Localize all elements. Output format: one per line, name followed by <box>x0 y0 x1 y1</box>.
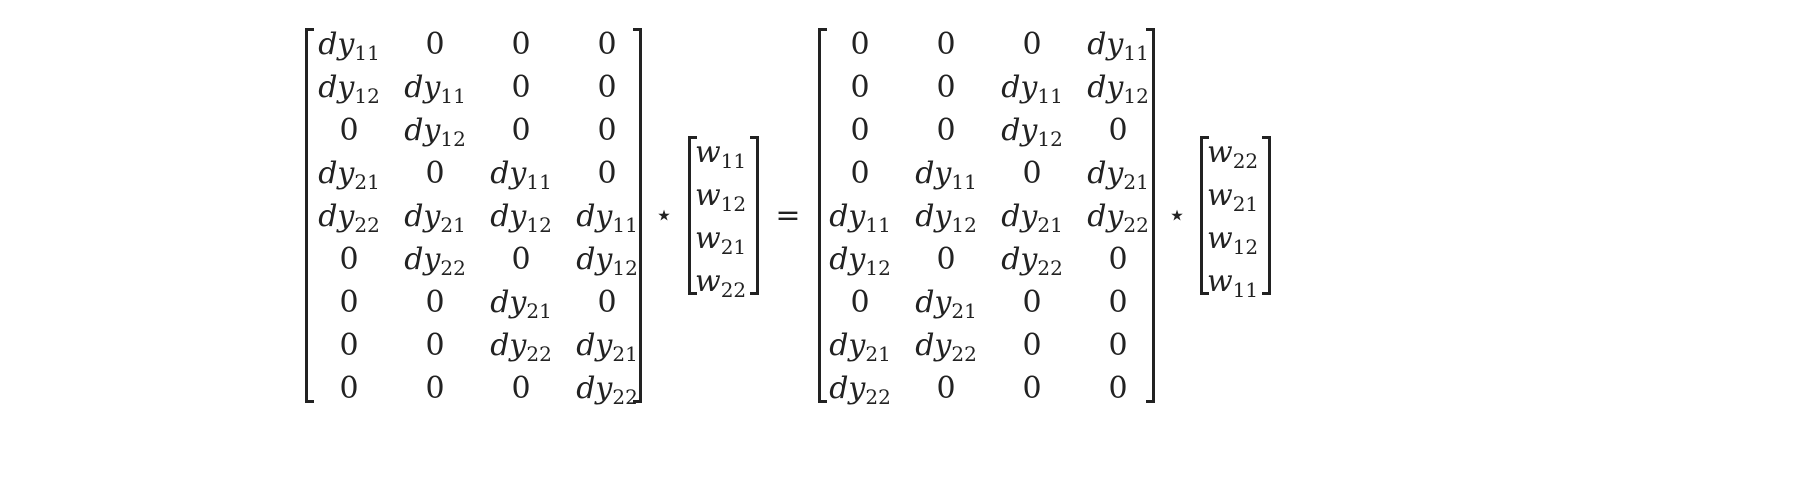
matrix-cell: 0 <box>1022 156 1042 191</box>
matrix-cell: dy11 <box>404 70 466 108</box>
matrix-cell: dy22 <box>829 371 891 409</box>
matrix-cell: 0 <box>339 242 359 277</box>
matrix-cell: dy21 <box>576 328 638 366</box>
matrix-cell: 0 <box>425 328 445 363</box>
right-bracket <box>1146 28 1155 403</box>
matrix-cell: 0 <box>1108 113 1128 148</box>
matrix-cell: dy21 <box>1001 199 1063 237</box>
matrix-cell: w12 <box>1207 221 1259 259</box>
matrix-cell: dy22 <box>576 371 638 409</box>
matrix-cell: 0 <box>850 156 870 191</box>
matrix-cell: 0 <box>936 113 956 148</box>
matrix-cell: 0 <box>425 371 445 406</box>
matrix-cell: w21 <box>695 221 747 259</box>
matrix-cell: 0 <box>1108 285 1128 320</box>
matrix-cell: dy12 <box>404 113 466 151</box>
matrix-cell: 0 <box>1108 242 1128 277</box>
matrix-cell: 0 <box>850 27 870 62</box>
matrix-cell: dy21 <box>490 285 552 323</box>
matrix-cell: dy11 <box>915 156 977 194</box>
matrix-cell: dy11 <box>1001 70 1063 108</box>
matrix-cell: dy21 <box>318 156 380 194</box>
matrix-cell: 0 <box>511 113 531 148</box>
matrix-cell: 0 <box>339 328 359 363</box>
matrix-cell: dy21 <box>404 199 466 237</box>
left-bracket <box>1200 136 1209 295</box>
matrix-cell: 0 <box>425 285 445 320</box>
matrix-cell: dy11 <box>1087 27 1149 65</box>
matrix-cell: 0 <box>1022 27 1042 62</box>
matrix-cell: dy22 <box>404 242 466 280</box>
matrix-cell: 0 <box>1108 371 1128 406</box>
matrix-cell: 0 <box>936 27 956 62</box>
matrix-cell: dy12 <box>1001 113 1063 151</box>
matrix-cell: dy12 <box>1087 70 1149 108</box>
matrix-cell: 0 <box>511 27 531 62</box>
matrix-cell: w11 <box>1207 264 1259 302</box>
matrix-cell: 0 <box>1022 285 1042 320</box>
matrix-cell: dy22 <box>490 328 552 366</box>
matrix-cell: 0 <box>425 27 445 62</box>
matrix-cell: 0 <box>936 371 956 406</box>
matrix-cell: dy11 <box>318 27 380 65</box>
matrix-cell: 0 <box>936 242 956 277</box>
matrix-cell: w22 <box>1207 135 1259 173</box>
matrix-cell: 0 <box>1022 371 1042 406</box>
right-bracket <box>633 28 642 403</box>
matrix-cell: 0 <box>425 156 445 191</box>
matrix-cell: dy22 <box>1087 199 1149 237</box>
matrix-cell: w22 <box>695 264 747 302</box>
star-operator-right: ⋆ <box>1167 198 1187 233</box>
matrix-cell: 0 <box>511 242 531 277</box>
matrix-cell: w21 <box>1207 178 1259 216</box>
matrix-cell: w12 <box>695 178 747 216</box>
matrix-cell: dy21 <box>1087 156 1149 194</box>
matrix-cell: dy22 <box>915 328 977 366</box>
matrix-cell: dy11 <box>576 199 638 237</box>
right-bracket <box>1262 136 1271 295</box>
matrix-cell: dy21 <box>915 285 977 323</box>
matrix-cell: 0 <box>597 156 617 191</box>
matrix-cell: 0 <box>597 70 617 105</box>
matrix-cell: dy12 <box>915 199 977 237</box>
left-bracket <box>688 136 697 295</box>
matrix-cell: dy22 <box>318 199 380 237</box>
matrix-cell: dy12 <box>576 242 638 280</box>
matrix-cell: 0 <box>1022 328 1042 363</box>
matrix-cell: 0 <box>936 70 956 105</box>
matrix-cell: dy12 <box>829 242 891 280</box>
matrix-cell: 0 <box>339 113 359 148</box>
right-bracket <box>750 136 759 295</box>
left-bracket <box>305 28 314 403</box>
matrix-cell: dy22 <box>1001 242 1063 280</box>
matrix-cell: dy21 <box>829 328 891 366</box>
matrix-cell: w11 <box>695 135 747 173</box>
matrix-cell: dy11 <box>490 156 552 194</box>
equals-sign: = <box>775 198 801 233</box>
matrix-cell: 0 <box>511 371 531 406</box>
matrix-cell: 0 <box>339 371 359 406</box>
matrix-cell: 0 <box>597 27 617 62</box>
matrix-cell: 0 <box>1108 328 1128 363</box>
matrix-cell: 0 <box>850 113 870 148</box>
matrix-cell: dy11 <box>829 199 891 237</box>
matrix-cell: dy12 <box>490 199 552 237</box>
matrix-cell: 0 <box>597 285 617 320</box>
matrix-cell: 0 <box>850 70 870 105</box>
star-operator-left: ⋆ <box>654 198 674 233</box>
matrix-cell: 0 <box>511 70 531 105</box>
matrix-cell: 0 <box>339 285 359 320</box>
left-bracket <box>818 28 827 403</box>
matrix-cell: 0 <box>597 113 617 148</box>
matrix-cell: 0 <box>850 285 870 320</box>
matrix-cell: dy12 <box>318 70 380 108</box>
